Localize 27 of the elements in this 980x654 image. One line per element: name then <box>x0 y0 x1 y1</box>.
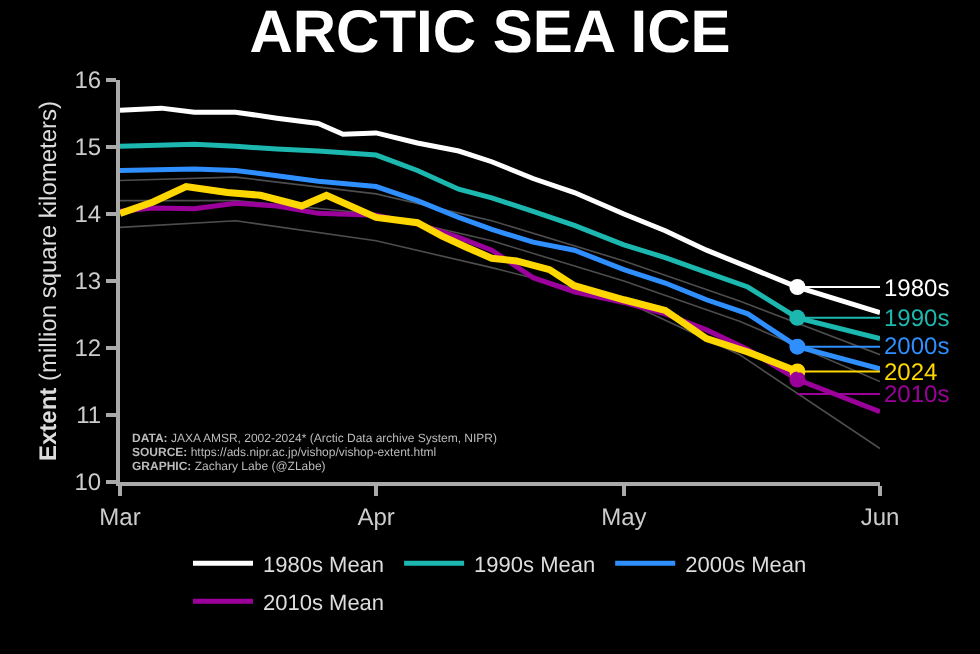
text: 1990s <box>884 304 950 332</box>
text: 2010s <box>884 380 950 408</box>
text: 2000s <box>884 332 950 360</box>
point <box>789 279 806 296</box>
y-axis-title: Extent (million square kilometers) <box>34 100 63 462</box>
text: 2024 <box>884 358 939 386</box>
x-tick-label: May <box>601 502 647 531</box>
y-tick-label: 12 <box>74 334 102 363</box>
y-tick-label: 10 <box>74 468 102 497</box>
y-tick-label: 16 <box>74 66 102 95</box>
y-tick-label: 14 <box>74 200 102 229</box>
legend-label: 2000s Mean <box>685 553 807 578</box>
x-tick-label: Jun <box>860 502 900 531</box>
point <box>789 309 806 326</box>
line-series <box>120 141 880 342</box>
y-tick-label: 13 <box>74 267 102 296</box>
legend-label: 1980s Mean <box>263 553 385 578</box>
y-tick-label: 15 <box>74 133 102 162</box>
legend-label: 2010s Mean <box>263 591 385 616</box>
text: 1980s <box>884 274 950 302</box>
x-tick-label: Apr <box>357 502 395 531</box>
x-tick-label: Mar <box>99 502 141 531</box>
line-series <box>120 105 880 315</box>
point <box>789 371 806 388</box>
legend-label: 1990s Mean <box>474 553 596 578</box>
chart-title: ARCTIC SEA ICE <box>249 0 731 66</box>
y-tick-label: 11 <box>76 401 102 430</box>
